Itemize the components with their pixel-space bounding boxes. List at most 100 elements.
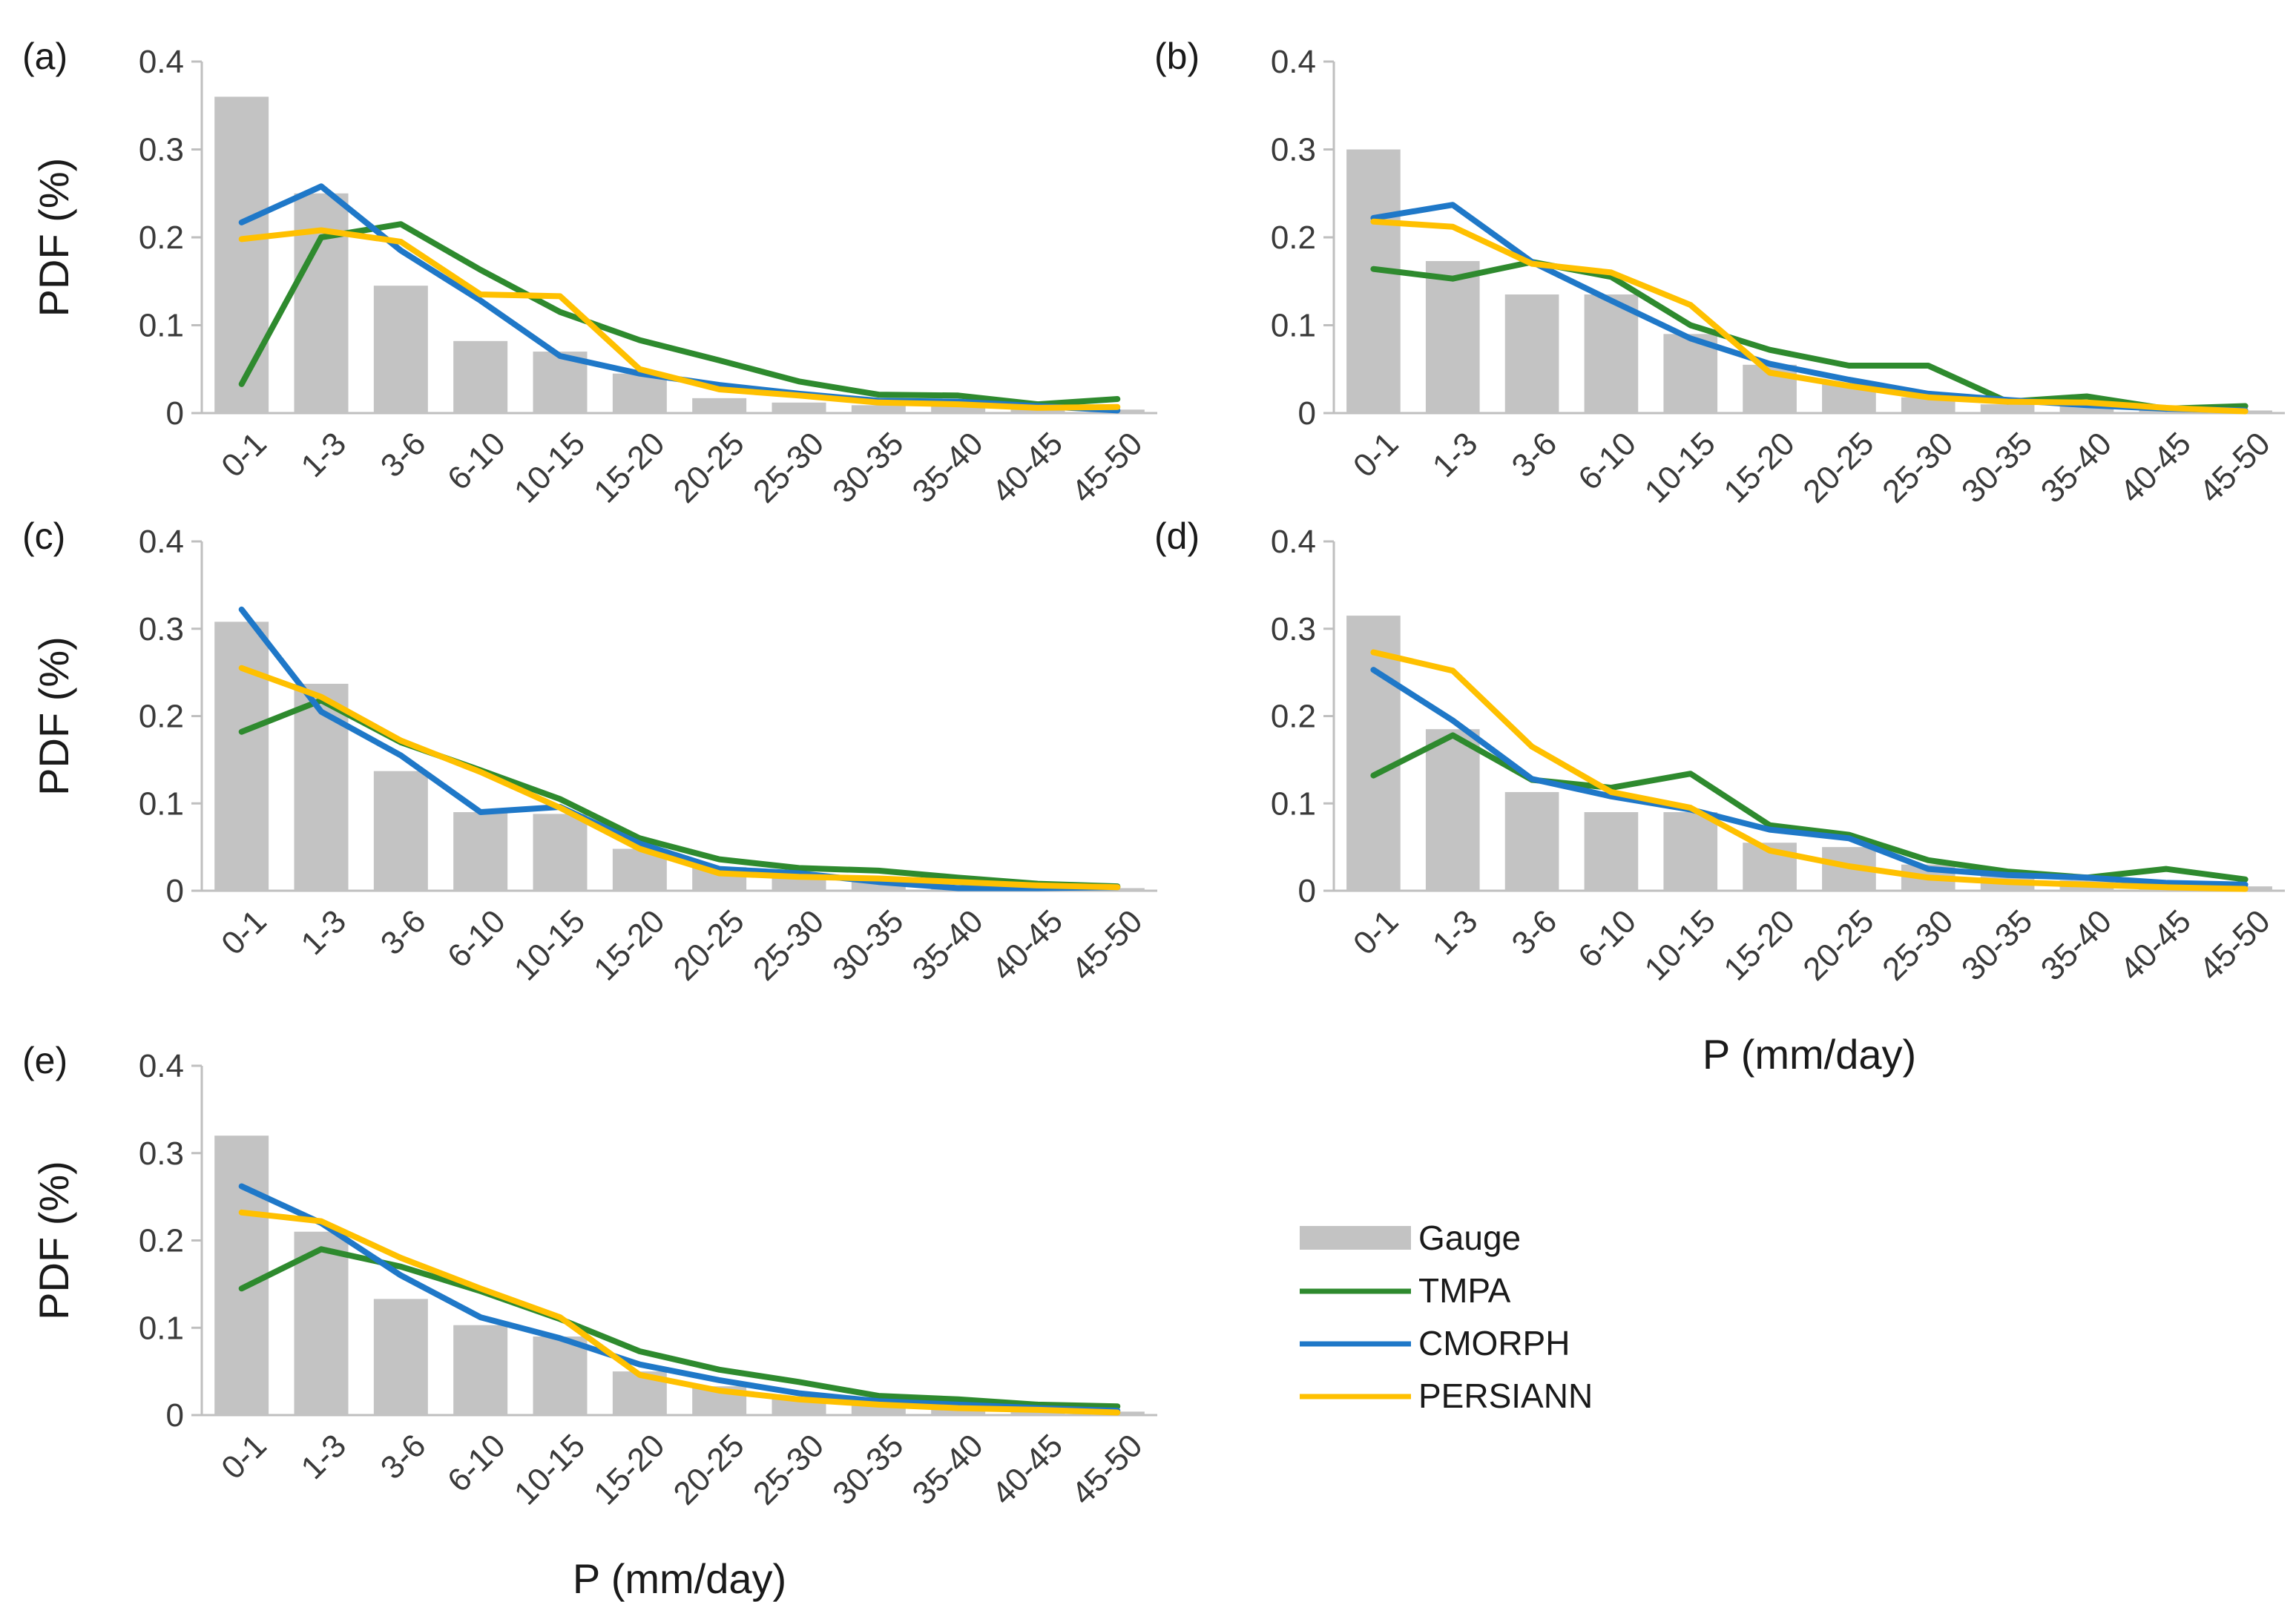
y-tick-label: 0.2 [1271, 220, 1316, 256]
panel-label: (e) [22, 1040, 68, 1081]
x-tick-label: 0-1 [1346, 903, 1406, 962]
bar-gauge-10-15 [533, 1336, 588, 1415]
line-tmpa [1370, 259, 2249, 412]
x-tick-label: 6-10 [441, 1427, 513, 1499]
x-tick-label: 40-45 [985, 1427, 1070, 1512]
y-axis-title: PDF (%) [30, 158, 77, 317]
y-tick-label: 0.3 [1271, 132, 1316, 168]
x-tick-label: 20-25 [667, 903, 751, 987]
x-tick-label: 10-15 [1638, 425, 1723, 510]
bar-gauge-0-1 [214, 1135, 269, 1415]
y-tick-label: 0.3 [1271, 611, 1316, 647]
y-tick-label: 0 [1298, 395, 1316, 432]
x-tick-label: 35-40 [906, 425, 990, 510]
legend-swatch-gauge [1300, 1226, 1411, 1250]
bar-gauge-35-40 [931, 1408, 986, 1415]
x-tick-label: 25-30 [746, 903, 831, 987]
bar-gauge-1-3 [294, 1231, 349, 1415]
bar-gauge-30-35 [851, 405, 906, 413]
x-tick-label: 3-6 [374, 425, 433, 484]
y-tick-label: 0.3 [139, 1135, 184, 1172]
x-tick-label: 30-35 [1955, 903, 2039, 987]
line-cmorph [238, 1183, 1121, 1414]
x-tick-label: 3-6 [374, 1427, 433, 1486]
bar-gauge-6-10 [1584, 812, 1639, 891]
legend-label-cmorph: CMORPH [1418, 1324, 1570, 1362]
x-tick-label: 3-6 [374, 903, 433, 962]
legend-label-persiann: PERSIANN [1418, 1377, 1593, 1415]
y-tick-label: 0 [166, 1397, 184, 1434]
y-tick-label: 0.2 [139, 699, 184, 735]
line-tmpa [238, 221, 1121, 408]
x-tick-label: 6-10 [441, 425, 513, 497]
y-axis-title: PDF (%) [30, 636, 77, 796]
x-tick-label: 30-35 [826, 1427, 910, 1512]
x-tick-label: 40-45 [2114, 425, 2198, 510]
y-tick-label: 0.1 [139, 785, 184, 822]
bar-gauge-3-6 [1504, 294, 1559, 413]
y-axis-title: PDF (%) [30, 1161, 77, 1320]
y-tick-label: 0 [1298, 873, 1316, 909]
x-tick-label: 30-35 [826, 425, 910, 510]
bar-gauge-0-1 [214, 622, 269, 891]
panel-a: 0 0.1 0.2 0.3 0.4 0-1 1-3 3-6 6-1010-1515-2020-2… [22, 36, 1157, 510]
x-tick-label: 15-20 [587, 425, 671, 510]
y-tick-label: 0.2 [139, 220, 184, 256]
bar-gauge-6-10 [453, 340, 508, 413]
bar-gauge-3-6 [1504, 791, 1559, 891]
x-axis-title: P (mm/day) [1703, 1031, 1916, 1078]
x-tick-label: 20-25 [667, 425, 751, 510]
x-tick-label: 35-40 [906, 1427, 990, 1512]
panel-b: 0 0.1 0.2 0.3 0.4 0-1 1-3 3-6 6-1010-1515-2020-2… [1154, 36, 2285, 510]
y-tick-label: 0.1 [1271, 308, 1316, 344]
x-tick-label: 6-10 [1571, 425, 1643, 497]
y-tick-label: 0 [166, 395, 184, 432]
x-tick-label: 25-30 [1875, 425, 1960, 510]
x-tick-label: 35-40 [906, 903, 990, 987]
line-persiann [238, 227, 1121, 411]
y-tick-label: 0.3 [139, 611, 184, 647]
x-tick-label: 1-3 [295, 425, 354, 484]
y-tick-label: 0.2 [1271, 699, 1316, 735]
bar-gauge-35-40 [931, 406, 986, 413]
bar-gauge-10-15 [1663, 812, 1718, 891]
x-tick-label: 25-30 [746, 425, 831, 510]
x-tick-label: 10-15 [507, 903, 592, 987]
x-tick-label: 15-20 [1717, 425, 1801, 510]
x-axis-title: P (mm/day) [573, 1555, 786, 1602]
y-tick-label: 0.4 [139, 524, 184, 560]
bar-gauge-25-30 [772, 877, 826, 891]
x-tick-label: 0-1 [214, 425, 274, 484]
legend-label-gauge: Gauge [1418, 1219, 1521, 1257]
x-tick-label: 6-10 [1571, 903, 1643, 975]
x-tick-label: 1-3 [295, 903, 354, 962]
panel-label: (a) [22, 36, 68, 77]
y-tick-label: 0.1 [1271, 785, 1316, 822]
panel-label: (b) [1154, 36, 1200, 77]
bar-gauge-6-10 [453, 812, 508, 891]
bar-gauge-0-1 [1346, 616, 1401, 891]
x-tick-label: 25-30 [746, 1427, 831, 1512]
y-tick-label: 0.1 [139, 1310, 184, 1346]
x-tick-label: 20-25 [1796, 903, 1881, 987]
x-tick-label: 45-50 [2192, 425, 2277, 510]
x-tick-label: 30-35 [1955, 425, 2039, 510]
x-tick-label: 40-45 [985, 903, 1070, 987]
x-tick-label: 45-50 [2192, 903, 2277, 987]
panel-label: (c) [22, 515, 65, 557]
y-tick-label: 0.4 [1271, 44, 1316, 80]
x-tick-label: 30-35 [826, 903, 910, 987]
x-tick-label: 3-6 [1505, 903, 1565, 962]
legend-label-tmpa: TMPA [1418, 1271, 1511, 1310]
panel-d: 0 0.1 0.2 0.3 0.4 0-1 1-3 3-6 6-1010-1515-2020-2… [1154, 515, 2285, 1078]
bar-gauge-0-1 [214, 96, 269, 413]
x-tick-label: 6-10 [441, 903, 513, 975]
x-tick-label: 1-3 [1426, 425, 1485, 484]
y-tick-label: 0.1 [139, 308, 184, 344]
x-tick-label: 40-45 [2114, 903, 2198, 987]
line-persiann [1370, 218, 2249, 415]
line-cmorph [1370, 667, 2249, 888]
x-tick-label: 0-1 [214, 903, 274, 962]
x-tick-label: 25-30 [1875, 903, 1960, 987]
x-tick-label: 15-20 [1717, 903, 1801, 987]
